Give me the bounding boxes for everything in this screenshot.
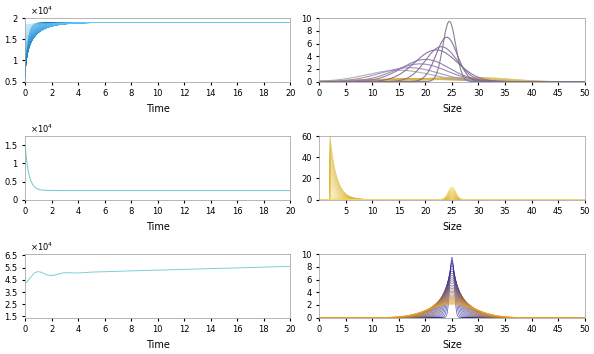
X-axis label: Time: Time [146, 222, 170, 232]
X-axis label: Size: Size [442, 104, 462, 114]
X-axis label: Size: Size [442, 340, 462, 350]
X-axis label: Time: Time [146, 104, 170, 114]
Text: $\times 10^4$: $\times 10^4$ [30, 122, 53, 135]
X-axis label: Time: Time [146, 340, 170, 350]
Text: $\times 10^4$: $\times 10^4$ [30, 5, 53, 17]
Text: $\times 10^4$: $\times 10^4$ [30, 240, 53, 253]
X-axis label: Size: Size [442, 222, 462, 232]
